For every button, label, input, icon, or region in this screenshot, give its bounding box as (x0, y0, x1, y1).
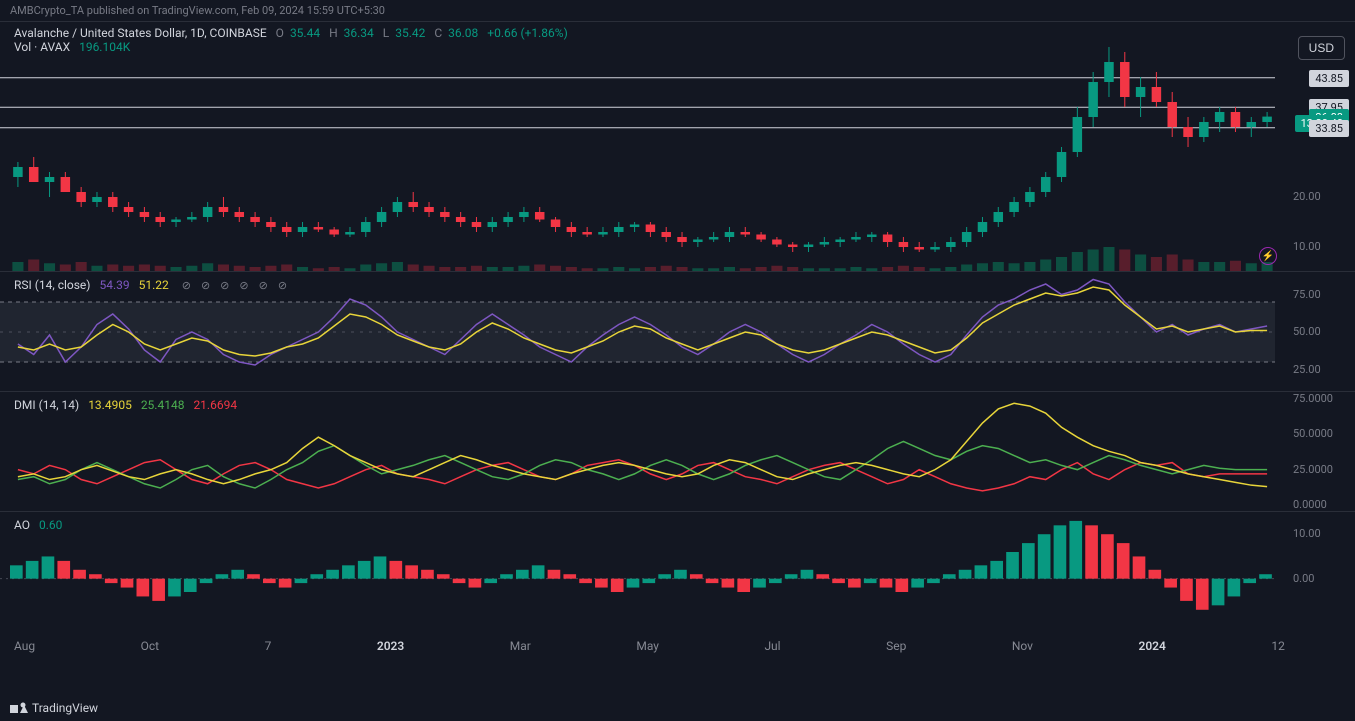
currency-button[interactable]: USD (1298, 36, 1345, 60)
time-label: Sep (886, 639, 906, 653)
rsi-panel: RSI (14, close) 54.39 51.22 ⊘⊘⊘⊘⊘⊘ 25.00… (0, 271, 1355, 391)
rsi-label: RSI (14, close) 54.39 51.22 ⊘⊘⊘⊘⊘⊘ (14, 278, 293, 292)
time-label: Mar (510, 639, 531, 653)
time-label: Nov (1012, 639, 1033, 653)
time-label: Jul (764, 639, 780, 653)
dmi-label: DMI (14, 14) 13.4905 25.4148 21.6694 (14, 398, 243, 412)
byline: AMBCrypto_TA published on TradingView.co… (0, 0, 1355, 21)
ao-yaxis: 0.0010.00 (1285, 512, 1355, 631)
tradingview-logo: TradingView (10, 701, 98, 715)
price-badge: 43.85 (1309, 70, 1349, 87)
time-label: May (636, 639, 659, 653)
dmi-panel: DMI (14, 14) 13.4905 25.4148 21.6694 0.0… (0, 391, 1355, 511)
price-badge: 33.85 (1309, 120, 1349, 137)
time-axis: Aug Oct 7 2023 Mar May Jul Sep Nov 2024 12 (0, 631, 1355, 661)
dmi-yaxis: 0.000025.000050.000075.0000 (1285, 392, 1355, 511)
lightning-icon[interactable]: ⚡ (1259, 247, 1277, 265)
time-label: Aug (14, 639, 35, 653)
time-label: Oct (141, 639, 159, 653)
time-label: 2023 (377, 639, 404, 653)
time-label: 2024 (1138, 639, 1165, 653)
price-panel: Avalanche / United States Dollar, 1D, CO… (0, 21, 1355, 271)
ao-panel: AO 0.60 0.0010.00 (0, 511, 1355, 631)
rsi-yaxis: 25.0050.0075.00 (1285, 272, 1355, 391)
time-label: 7 (265, 639, 272, 653)
symbol-info: Avalanche / United States Dollar, 1D, CO… (14, 26, 574, 54)
ao-chart[interactable] (0, 512, 1275, 632)
time-label: 12 (1271, 639, 1285, 653)
price-chart[interactable] (0, 22, 1275, 272)
ao-label: AO 0.60 (14, 518, 68, 532)
symbol-title: Avalanche / United States Dollar, 1D, CO… (14, 26, 267, 40)
